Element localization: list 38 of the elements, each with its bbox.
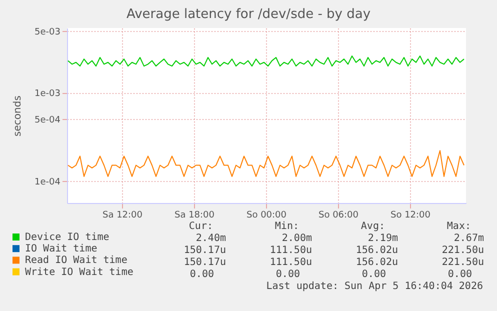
text: Last update: Sun Apr 5 16:40:04 2026 xyxy=(266,281,483,292)
y-tick-label: 1e-03 xyxy=(34,89,60,100)
text: Cur: xyxy=(188,221,213,232)
text: 221.50u xyxy=(442,257,484,268)
text: 0.00 xyxy=(190,269,214,280)
text: 0.00 xyxy=(362,269,386,280)
legend-label: Write IO Wait time xyxy=(25,266,134,278)
x-tick-label: So 12:00 xyxy=(390,210,431,220)
legend-label: IO Wait time xyxy=(25,244,98,255)
legend-label: Read IO Wait time xyxy=(25,255,128,266)
x-tick-label: So 06:00 xyxy=(318,210,359,220)
text: 0.00 xyxy=(448,269,472,280)
text: 156.02u xyxy=(356,245,398,256)
legend-label: Device IO time xyxy=(25,232,110,243)
text: 0.00 xyxy=(276,269,300,280)
line-series xyxy=(68,55,464,67)
x-tick-label: Sa 12:00 xyxy=(102,210,143,220)
text: 2.40m xyxy=(196,233,226,244)
chart-title: Average latency for /dev/sde - by day xyxy=(126,6,371,22)
text: 2.00m xyxy=(282,233,312,244)
text: 111.50u xyxy=(270,245,312,256)
y-tick-label: 5e-04 xyxy=(34,116,61,126)
line-series xyxy=(68,150,464,177)
y-tick-label: 1e-04 xyxy=(34,177,61,188)
x-tick-label: So 00:00 xyxy=(246,210,287,220)
y-axis-title: seconds xyxy=(12,96,24,136)
text: 111.50u xyxy=(270,257,312,268)
text: Avg: xyxy=(360,221,385,232)
y-tick-label: 5e-03 xyxy=(34,27,60,38)
x-tick-label: Sa 18:00 xyxy=(174,210,215,220)
text: Min: xyxy=(274,221,299,232)
text: 2.19m xyxy=(368,233,398,244)
text: Max: xyxy=(446,221,471,232)
text: 150.17u xyxy=(184,257,226,268)
text: 2.67m xyxy=(454,233,484,244)
text: 150.17u xyxy=(184,245,226,256)
text: 156.02u xyxy=(356,257,398,268)
text: 221.50u xyxy=(442,245,484,256)
